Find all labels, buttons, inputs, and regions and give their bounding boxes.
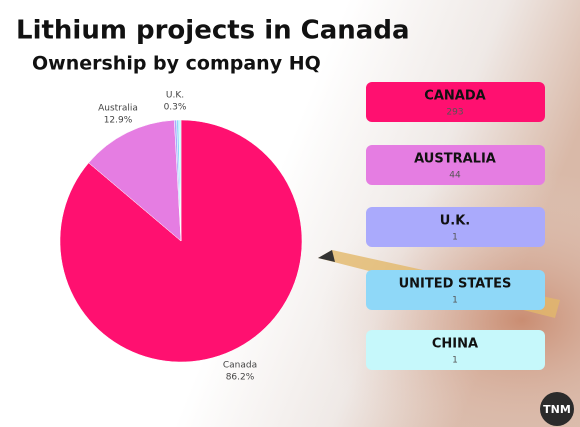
pencil-tip xyxy=(318,250,335,262)
legend-box xyxy=(366,145,545,185)
legend-box xyxy=(366,82,545,122)
legend-name: UNITED STATES xyxy=(399,277,512,292)
legend-name: CHINA xyxy=(432,337,478,352)
legend-name: AUSTRALIA xyxy=(414,152,496,167)
slice-label: Australia xyxy=(98,104,138,114)
chart-subtitle: Ownership by company HQ xyxy=(32,53,321,75)
legend-box xyxy=(366,270,545,310)
slice-share-label: 12.9% xyxy=(104,116,133,126)
slice-label: Canada xyxy=(223,361,257,371)
legend-name: CANADA xyxy=(424,89,485,104)
pie-slice xyxy=(178,119,182,242)
legend-name: U.K. xyxy=(440,214,471,229)
legend-value: 1 xyxy=(452,233,458,243)
legend-value: 1 xyxy=(452,356,458,366)
slice-share-label: 0.3% xyxy=(164,103,187,113)
logo-badge xyxy=(540,392,574,426)
legend-value: 1 xyxy=(452,296,458,306)
slice-share-label: 86.2% xyxy=(226,373,255,383)
chart-title: Lithium projects in Canada xyxy=(16,16,410,46)
slice-label: U.K. xyxy=(166,91,184,101)
legend-box xyxy=(366,330,545,370)
legend-value: 293 xyxy=(446,108,463,118)
legend-value: 44 xyxy=(449,171,461,181)
logo: TNM xyxy=(543,403,571,416)
pie-slice xyxy=(88,119,182,242)
legend-box xyxy=(366,207,545,247)
